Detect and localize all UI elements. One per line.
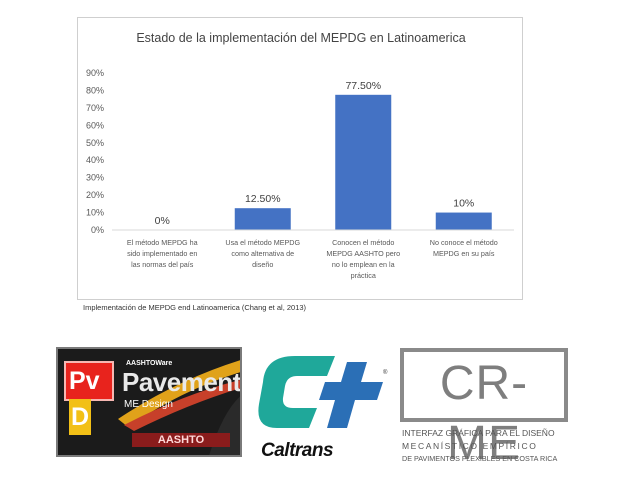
x-category-label: Conocen el método MEPDG AASHTO pero no lo … xyxy=(326,238,400,280)
bar xyxy=(435,212,492,230)
x-category-label: No conoce el método MEPDG en su país xyxy=(430,238,498,258)
y-tick-label: 90% xyxy=(86,68,104,78)
bar-data-label: 10% xyxy=(453,198,474,210)
y-tick-label: 80% xyxy=(86,85,104,95)
y-tick-label: 50% xyxy=(86,138,104,148)
cr-me-logo: CR-ME INTERFAZ GRÁFICA PARA EL DISEÑO ME… xyxy=(398,346,570,470)
cr-me-line-1: INTERFAZ GRÁFICA PARA EL DISEÑO xyxy=(402,428,555,438)
bar-data-label: 77.50% xyxy=(345,80,381,92)
cr-me-title: CR-ME xyxy=(439,357,529,470)
bar xyxy=(234,208,291,230)
bar-data-label: 0% xyxy=(155,215,170,227)
aashto-plate: AASHTO xyxy=(132,433,230,447)
pavement-me-design-logo: PvD AASHTOWare Pavement ME Design AASHTO xyxy=(56,347,242,457)
pvd-badge: PvD xyxy=(64,361,114,435)
bar xyxy=(335,94,392,230)
aashtoware-text: AASHTOWare xyxy=(126,360,173,367)
y-tick-label: 30% xyxy=(86,173,104,183)
data-labels: 0% 12.50% 77.50% 10% xyxy=(155,80,475,227)
chart-title: Estado de la implementación del MEPDG en… xyxy=(136,31,465,45)
cr-me-line-3: DE PAVIMENTOS FLEXIBLES EN COSTA RICA xyxy=(402,454,558,463)
figure-caption: Implementación de MEPDG end Latinoameric… xyxy=(83,303,307,312)
x-category-label: Usa el método MEPDG como alternativa de di… xyxy=(225,238,300,269)
bar-data-label: 12.50% xyxy=(245,193,281,205)
bars xyxy=(234,94,492,230)
y-tick-label: 70% xyxy=(86,103,104,113)
cr-me-title-box: CR-ME xyxy=(400,348,568,470)
y-tick-label: 20% xyxy=(86,190,104,200)
me-design-text: ME Design xyxy=(124,399,173,410)
chart-frame: Estado de la implementación del MEPDG en… xyxy=(77,17,523,300)
y-tick-label: 0% xyxy=(91,225,104,235)
y-tick-label: 60% xyxy=(86,120,104,130)
caltrans-logo: ® Caltrans xyxy=(255,352,390,467)
caltrans-ct-mark: ® xyxy=(258,356,388,428)
svg-text:®: ® xyxy=(383,369,388,376)
caltrans-wordmark: Caltrans xyxy=(261,440,334,461)
y-tick-label: 10% xyxy=(86,208,104,218)
y-tick-label: 40% xyxy=(86,155,104,165)
x-category-label: El método MEPDG ha sido implementado en la… xyxy=(127,238,198,269)
cr-me-line-2: MECANÍSTICO EMPÍRICO xyxy=(402,441,538,451)
bar-chart: Estado de la implementación del MEPDG en… xyxy=(86,31,514,280)
y-axis-ticks: 0% 10% 20% 30% 40% 50% 60% 70% 80% 90% xyxy=(86,68,104,235)
x-axis-categories: El método MEPDG ha sido implementado en la… xyxy=(127,238,498,280)
pavement-text: Pavement xyxy=(122,367,241,397)
